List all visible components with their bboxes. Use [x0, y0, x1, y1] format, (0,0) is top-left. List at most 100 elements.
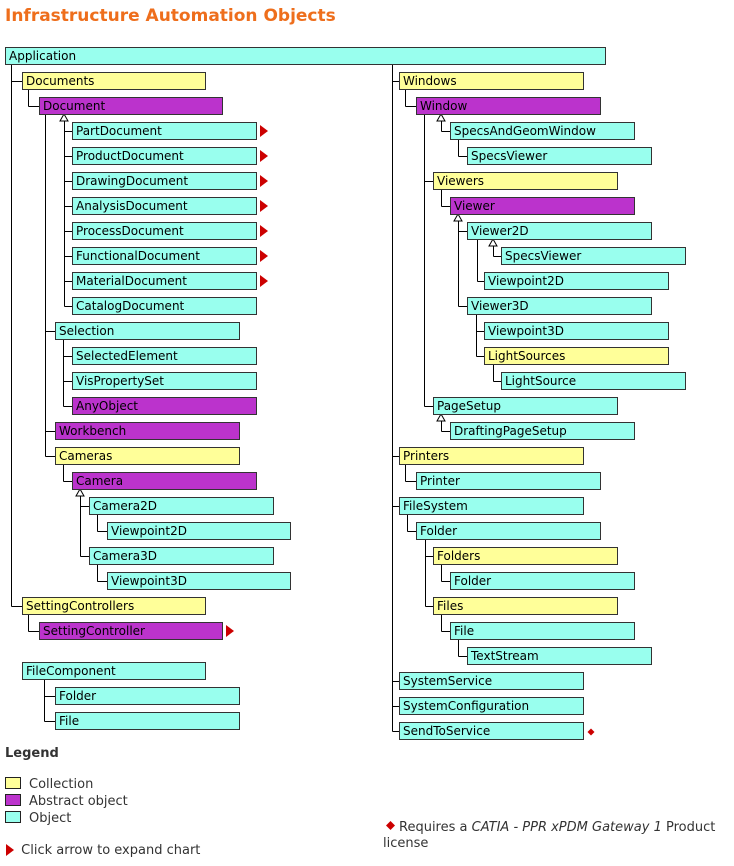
legend-abstract-label: Abstract object: [29, 794, 128, 809]
system-service-box[interactable]: SystemService: [399, 672, 584, 690]
printer-box[interactable]: Printer: [416, 472, 601, 490]
drawing-document-box[interactable]: DrawingDocument: [72, 172, 257, 190]
expand-arrow-icon[interactable]: [260, 225, 268, 237]
drafting-page-setup-box-bg: [450, 422, 635, 440]
camera2d-box[interactable]: Camera2D: [89, 497, 274, 515]
printers-box[interactable]: Printers: [399, 447, 584, 465]
catalog-document-box[interactable]: CatalogDocument: [72, 297, 257, 315]
file-component-box[interactable]: FileComponent: [22, 662, 206, 680]
material-document-box[interactable]: MaterialDocument: [72, 272, 257, 290]
viewer2d-viewpoint2d-box[interactable]: Viewpoint2D: [484, 272, 669, 290]
send-to-service-box[interactable]: SendToService: [399, 722, 584, 740]
cameras-label: Cameras: [59, 449, 112, 463]
documents-box-bg: [22, 72, 206, 90]
analysis-document-box[interactable]: AnalysisDocument: [72, 197, 257, 215]
camera3d-viewpoint3d-label: Viewpoint3D: [111, 574, 187, 588]
process-document-box[interactable]: ProcessDocument: [72, 222, 257, 240]
viewer2d-box[interactable]: Viewer2D: [467, 222, 652, 240]
fs-files-box[interactable]: Files: [433, 597, 618, 615]
any-object-box-bg: [72, 397, 257, 415]
inheritance-triangle-icon: [488, 237, 498, 247]
specs-viewer-box[interactable]: SpecsViewer: [467, 147, 652, 165]
fs-folders-folder-box[interactable]: Folder: [450, 572, 635, 590]
legend-expand-label: Click arrow to expand chart: [21, 843, 201, 858]
expand-arrow-icon: [6, 844, 14, 856]
fs-folders-folder-box-bg: [450, 572, 635, 590]
expand-arrow-icon[interactable]: [260, 200, 268, 212]
functional-document-box[interactable]: FunctionalDocument: [72, 247, 257, 265]
fc-folder-box[interactable]: Folder: [55, 687, 240, 705]
expand-arrow-icon[interactable]: [260, 175, 268, 187]
application-box[interactable]: Application: [5, 47, 606, 65]
document-box-bg: [39, 97, 223, 115]
viewers-label: Viewers: [437, 174, 484, 188]
camera2d-viewpoint2d-box[interactable]: Viewpoint2D: [107, 522, 291, 540]
viewer2d-specs-viewer-box[interactable]: SpecsViewer: [501, 247, 686, 265]
camera3d-viewpoint3d-box[interactable]: Viewpoint3D: [107, 572, 291, 590]
window-box[interactable]: Window: [416, 97, 601, 115]
product-document-box[interactable]: ProductDocument: [72, 147, 257, 165]
any-object-label: AnyObject: [76, 399, 138, 413]
viewer3d-viewpoint3d-box-bg: [484, 322, 669, 340]
license-product: CATIA - PPR xPDM Gateway 1: [471, 820, 662, 835]
viewer2d-label: Viewer2D: [471, 224, 529, 238]
system-configuration-label: SystemConfiguration: [403, 699, 529, 713]
window-box-bg: [416, 97, 601, 115]
inheritance-triangle-icon: [453, 212, 463, 222]
documents-box[interactable]: Documents: [22, 72, 206, 90]
viewer3d-viewpoint3d-box[interactable]: Viewpoint3D: [484, 322, 669, 340]
viewer2d-specs-viewer-label: SpecsViewer: [505, 249, 581, 263]
license-diamond-icon: [386, 821, 395, 830]
text-stream-box-bg: [467, 647, 652, 665]
part-document-box[interactable]: PartDocument: [72, 122, 257, 140]
text-stream-box[interactable]: TextStream: [467, 647, 652, 665]
camera3d-viewpoint3d-box-bg: [107, 572, 291, 590]
catalog-document-box-bg: [72, 297, 257, 315]
light-sources-box[interactable]: LightSources: [484, 347, 669, 365]
fs-folders-box[interactable]: Folders: [433, 547, 618, 565]
printer-box-bg: [416, 472, 601, 490]
setting-controller-box[interactable]: SettingController: [39, 622, 223, 640]
expand-arrow-icon[interactable]: [260, 275, 268, 287]
any-object-box[interactable]: AnyObject: [72, 397, 257, 415]
setting-controllers-box[interactable]: SettingControllers: [22, 597, 206, 615]
send-to-service-box-bg: [399, 722, 584, 740]
vis-property-set-box[interactable]: VisPropertySet: [72, 372, 257, 390]
selection-box-bg: [55, 322, 240, 340]
document-box[interactable]: Document: [39, 97, 223, 115]
selection-box[interactable]: Selection: [55, 322, 240, 340]
page-setup-box[interactable]: PageSetup: [433, 397, 618, 415]
fc-file-box[interactable]: File: [55, 712, 240, 730]
expand-arrow-icon[interactable]: [260, 125, 268, 137]
expand-arrow-icon[interactable]: [260, 150, 268, 162]
cameras-box[interactable]: Cameras: [55, 447, 240, 465]
windows-box[interactable]: Windows: [399, 72, 584, 90]
fs-folder-box-bg: [416, 522, 601, 540]
workbench-box[interactable]: Workbench: [55, 422, 240, 440]
light-source-box[interactable]: LightSource: [501, 372, 686, 390]
system-configuration-box[interactable]: SystemConfiguration: [399, 697, 584, 715]
camera3d-box[interactable]: Camera3D: [89, 547, 274, 565]
inheritance-triangle-icon: [436, 412, 446, 422]
file-system-box[interactable]: FileSystem: [399, 497, 584, 515]
fs-file-box[interactable]: File: [450, 622, 635, 640]
license-note: Requires a CATIA - PPR xPDM Gateway 1 Pr…: [383, 820, 733, 852]
viewer-box[interactable]: Viewer: [450, 197, 635, 215]
expand-arrow-icon[interactable]: [226, 625, 234, 637]
viewer3d-box[interactable]: Viewer3D: [467, 297, 652, 315]
legend-heading: Legend: [5, 746, 59, 761]
camera-box[interactable]: Camera: [72, 472, 257, 490]
expand-arrow-icon[interactable]: [260, 250, 268, 262]
viewers-box[interactable]: Viewers: [433, 172, 618, 190]
collection-swatch: [5, 777, 21, 789]
drafting-page-setup-box[interactable]: DraftingPageSetup: [450, 422, 635, 440]
selected-element-box[interactable]: SelectedElement: [72, 347, 257, 365]
inheritance-triangle-icon: [59, 112, 69, 122]
specs-and-geom-window-box[interactable]: SpecsAndGeomWindow: [450, 122, 635, 140]
inheritance-triangle-icon: [436, 112, 446, 122]
setting-controller-box-bg: [39, 622, 223, 640]
fc-file-label: File: [59, 714, 79, 728]
fs-folders-label: Folders: [437, 549, 480, 563]
document-label: Document: [43, 99, 105, 113]
fs-folder-box[interactable]: Folder: [416, 522, 601, 540]
